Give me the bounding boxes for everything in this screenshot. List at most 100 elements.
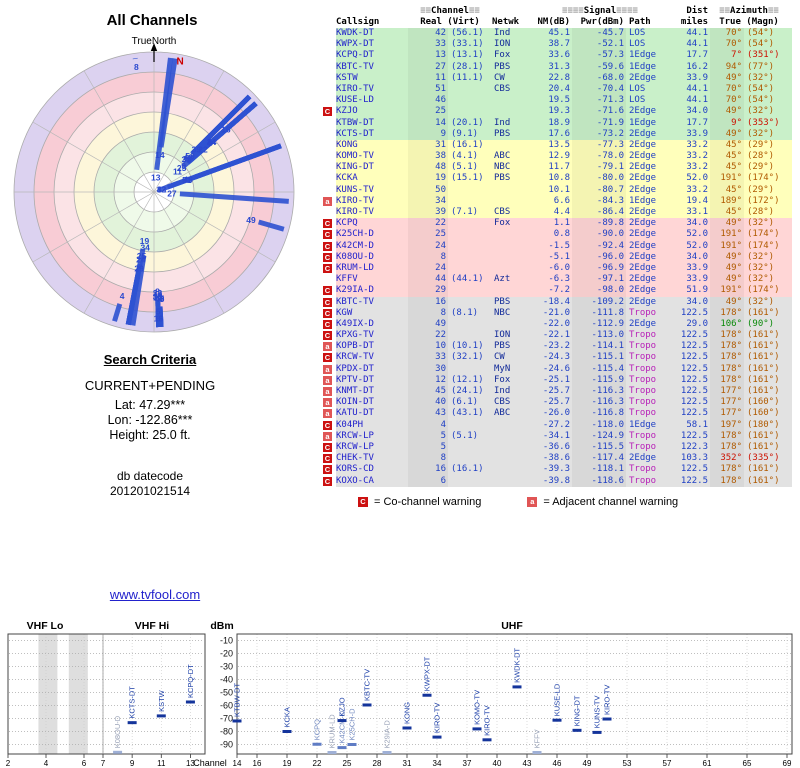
cell-distance: 17.7	[686, 117, 708, 128]
table-row: a KRCW-LP 5 (5.1) -34.1 -124.9 Tropo 122.5 178°(…	[323, 430, 792, 442]
callsign-link[interactable]: KSTW	[336, 72, 358, 83]
cell-path: Tropo	[629, 464, 657, 475]
cell-virtual-channel: (4.1)	[451, 151, 479, 162]
callsign-link[interactable]: KZJO	[336, 106, 358, 117]
cell-network: PBS	[494, 173, 511, 184]
cell-path: 2Edge	[629, 274, 657, 285]
cell-noise-margin: 33.6	[548, 50, 570, 61]
svg-text:34: 34	[433, 759, 442, 768]
callsign-link[interactable]: KCPQ	[336, 218, 358, 229]
cell-real-channel: 45	[408, 386, 448, 398]
callsign-link[interactable]: KING-DT	[336, 162, 374, 173]
callsign-link[interactable]: KONG	[336, 139, 358, 150]
callsign-link[interactable]: KRUM-LD	[336, 262, 374, 273]
cell-path: 2Edge	[629, 251, 657, 262]
cell-power: -116.3	[572, 397, 626, 409]
callsign-link[interactable]: KGW	[336, 307, 353, 318]
cell-path: Tropo	[629, 408, 657, 419]
callsign-link[interactable]: KRCW-TV	[336, 352, 374, 363]
tvfool-link[interactable]: www.tvfool.com	[109, 587, 201, 602]
cell-noise-margin: -27.2	[542, 419, 570, 430]
callsign-link[interactable]: KWDK-DT	[336, 28, 374, 38]
callsign-link[interactable]: KBTC-TV	[336, 61, 374, 72]
cell-noise-margin: -5.1	[548, 251, 570, 262]
callsign-link[interactable]: KIRO-TV	[336, 83, 374, 94]
callsign-link[interactable]: KTBW-DT	[336, 117, 374, 128]
cell-path: 2Edge	[629, 240, 657, 251]
cell-real-channel: 33	[408, 352, 448, 364]
callsign-link[interactable]: KPDX-DT	[336, 363, 374, 374]
callsign-link[interactable]: KCKA	[336, 173, 358, 184]
table-row: KIRO-TV 51 CBS 20.4 -70.4 LOS 44.1 70° (54°)	[336, 83, 792, 96]
callsign-link[interactable]: KCPQ-DT	[336, 50, 374, 61]
cell-path: 2Edge	[629, 218, 657, 229]
adjacent-channel-mark: a	[323, 431, 332, 441]
cell-distance: 58.1	[686, 419, 708, 430]
header-callsign: Callsign	[336, 17, 380, 27]
cell-real-channel: 25	[408, 229, 448, 241]
cell-noise-margin: 13.5	[548, 139, 570, 150]
callsign-link[interactable]: KIRO-TV	[336, 207, 374, 217]
svg-text:49: 49	[246, 215, 256, 225]
cell-distance: 52.0	[686, 173, 708, 184]
callsign-link[interactable]: K42CM-D	[336, 240, 374, 251]
callsign-link[interactable]: K04PH	[336, 419, 364, 430]
callsign-link[interactable]: KWPX-DT	[336, 39, 374, 50]
callsign-link[interactable]: K29IA-D	[336, 285, 374, 296]
svg-text:69: 69	[783, 759, 792, 768]
callsign-link[interactable]: KNMT-DT	[336, 386, 374, 396]
callsign-link[interactable]: KATU-DT	[336, 408, 374, 419]
svg-text:8: 8	[134, 62, 139, 72]
callsign-link[interactable]: KOIN-DT	[336, 397, 374, 408]
svg-text:4: 4	[120, 291, 125, 301]
cell-distance: 33.2	[686, 162, 708, 173]
svg-text:31: 31	[182, 155, 192, 165]
callsign-link[interactable]: KPXG-TV	[336, 330, 374, 341]
signal-table-body: KWDK-DT 42 (56.1) Ind 45.1 -45.7 LOS 44.1 70° (54…	[322, 28, 792, 487]
callsign-link[interactable]: K08OU-D	[336, 251, 374, 262]
callsign-link[interactable]: KFFV	[336, 274, 358, 285]
callsign-link[interactable]: CHEK-TV	[336, 453, 374, 464]
cell-azimuth-true: 49°	[710, 72, 744, 84]
callsign-link[interactable]: KUSE-LD	[336, 95, 374, 106]
co-channel-mark: C	[323, 230, 332, 240]
cell-power: -113.0	[572, 330, 626, 342]
adjacent-channel-mark: a	[323, 364, 332, 374]
callsign-link[interactable]: KIRO-TV	[336, 195, 374, 206]
table-row: C KORS-CD 16 (16.1) -39.3 -118.1 Tropo 122.5 178…	[323, 464, 792, 476]
callsign-link[interactable]: K25CH-D	[336, 229, 374, 240]
cell-network: MyN	[494, 363, 511, 374]
adjacent-channel-label: = Adjacent channel warning	[543, 496, 679, 508]
callsign-link[interactable]: KRCW-LP	[336, 441, 374, 452]
svg-text:KSTW: KSTW	[157, 689, 166, 712]
cell-network: ABC	[494, 151, 511, 162]
cell-noise-margin: 10.8	[548, 173, 570, 184]
svg-text:K29IA-D: K29IA-D	[383, 720, 392, 749]
cell-distance: 16.2	[686, 61, 708, 72]
table-row: C KPXG-TV 22 ION -22.1 -113.0 Tropo 122.5 178° (1…	[323, 330, 792, 342]
callsign-link[interactable]: KOPB-DT	[336, 341, 374, 352]
svg-text:KIRO-TV: KIRO-TV	[603, 685, 612, 715]
callsign-link[interactable]: KUNS-TV	[336, 184, 374, 195]
svg-text:-20: -20	[220, 649, 233, 659]
table-row: KOMO-TV 38 (4.1) ABC 12.9 -78.0 2Edge 33.2 45° (2…	[336, 151, 792, 163]
cell-virtual-channel: (13.1)	[451, 50, 484, 61]
table-row: C K49IX-D 49 -22.0 -112.9 2Edge 29.0 106° (90°)	[323, 318, 792, 331]
callsign-link[interactable]: KOXO-CA	[336, 475, 374, 486]
cell-distance: 33.2	[686, 139, 708, 150]
cell-azimuth-true: 9°	[710, 117, 744, 129]
cell-azimuth-magnetic: (77°)	[747, 61, 775, 72]
callsign-link[interactable]: KCTS-DT	[336, 128, 374, 139]
callsign-link[interactable]: KRCW-LP	[336, 430, 374, 441]
adjacent-channel-mark: a	[323, 196, 332, 206]
callsign-link[interactable]: KORS-CD	[336, 464, 374, 475]
callsign-link[interactable]: K49IX-D	[336, 318, 374, 329]
co-channel-mark: C	[323, 319, 332, 329]
callsign-link[interactable]: KOMO-TV	[336, 151, 374, 162]
cell-real-channel: 27	[408, 61, 448, 73]
svg-text:4: 4	[44, 759, 49, 768]
callsign-link[interactable]: KPTV-DT	[336, 374, 374, 385]
callsign-link[interactable]: KBTC-TV	[336, 296, 374, 307]
cell-path: Tropo	[629, 430, 657, 441]
